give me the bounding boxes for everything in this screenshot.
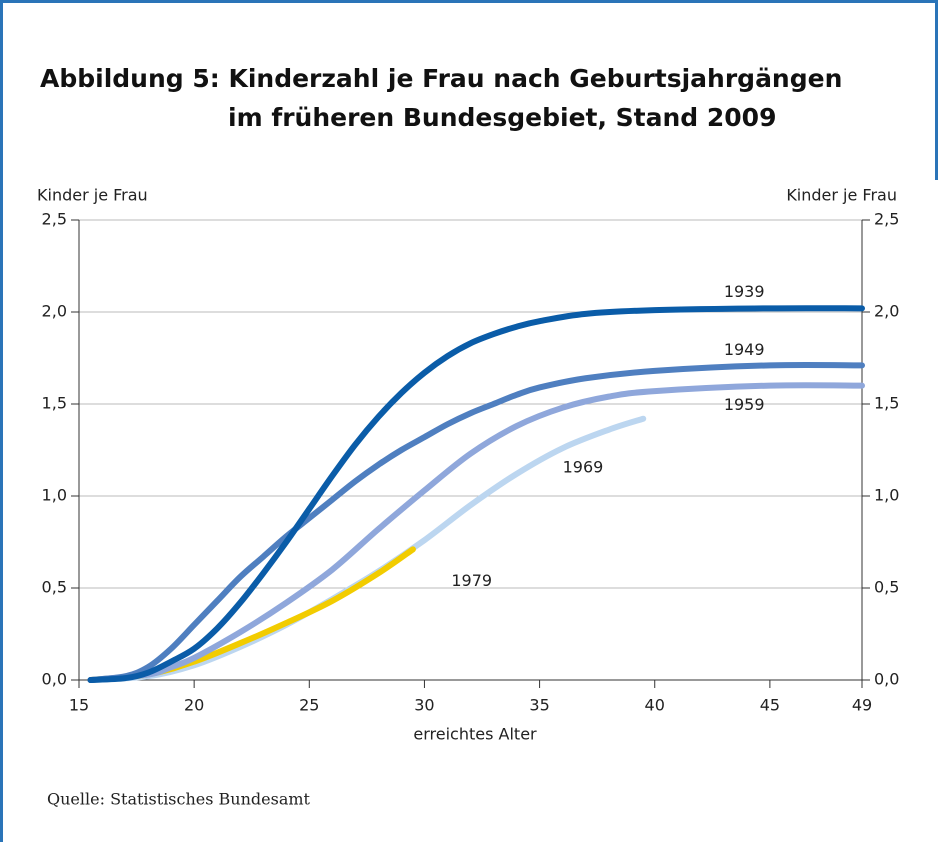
line-label: 1979 [451, 571, 492, 590]
y-tick-label: 1,0 [42, 486, 67, 505]
y2-tick-label: 0,5 [874, 578, 899, 597]
x-tick-label: 25 [299, 696, 319, 715]
y-tick-label: 2,5 [42, 210, 67, 229]
x-tick-label: 49 [852, 696, 872, 715]
y-tick-label: 1,5 [42, 394, 67, 413]
x-tick-label: 20 [184, 696, 204, 715]
y2-tick-label: 2,0 [874, 302, 899, 321]
y2-tick-label: 1,5 [874, 394, 899, 413]
x-tick-label: 40 [645, 696, 665, 715]
chart-title: im früheren Bundesgebiet, Stand 2009 [228, 103, 776, 132]
line [87, 382, 865, 683]
line-label: 1969 [563, 458, 604, 477]
source: Quelle: Statistisches Bundesamt [47, 790, 311, 809]
line [87, 415, 647, 683]
y2-axis-label: Kinder je Frau [786, 186, 897, 205]
line-label: 1959 [724, 395, 765, 414]
y2-tick-label: 0,0 [874, 670, 899, 689]
line-label: 1939 [724, 282, 765, 301]
x-tick-label: 15 [69, 696, 89, 715]
x-axis-label: erreichtes Alter [413, 725, 537, 744]
chart-title: Abbildung 5: Kinderzahl je Frau nach Geb… [40, 64, 842, 93]
line [87, 305, 865, 683]
y-tick-label: 0,0 [42, 670, 67, 689]
x-tick-label: 35 [529, 696, 549, 715]
y-axis-label: Kinder je Frau [37, 186, 148, 205]
y2-tick-label: 2,5 [874, 210, 899, 229]
x-tick-label: 30 [414, 696, 434, 715]
x-tick-label: 45 [760, 696, 780, 715]
y-tick-label: 2,0 [42, 302, 67, 321]
line-label: 1949 [724, 340, 765, 359]
line [87, 361, 865, 683]
y-tick-label: 0,5 [42, 578, 67, 597]
y2-tick-label: 1,0 [874, 486, 899, 505]
